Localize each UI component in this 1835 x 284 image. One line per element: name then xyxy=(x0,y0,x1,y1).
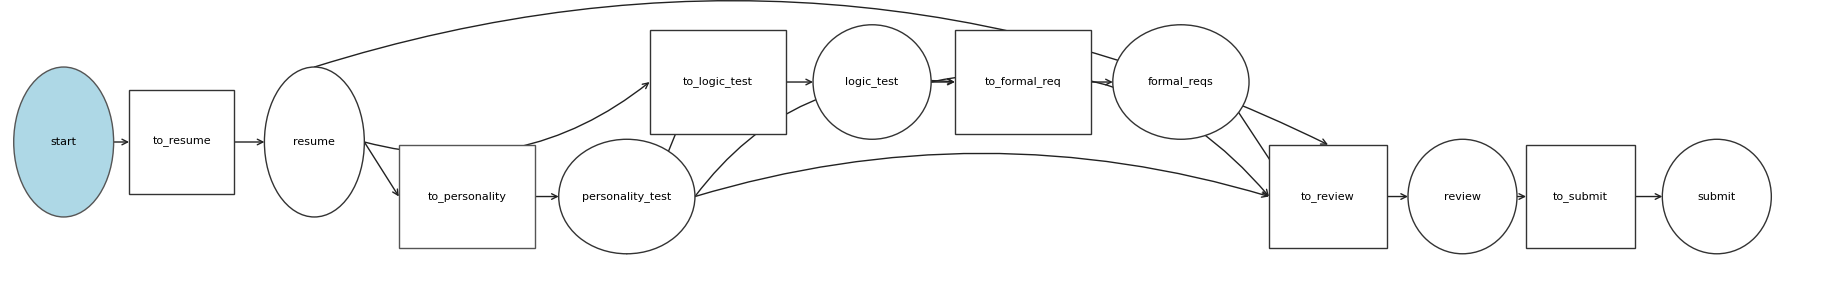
Text: logic_test: logic_test xyxy=(846,77,899,87)
Text: to_review: to_review xyxy=(1301,191,1354,202)
Ellipse shape xyxy=(558,139,695,254)
Text: start: start xyxy=(51,137,77,147)
Bar xyxy=(1270,145,1387,248)
Bar xyxy=(128,90,235,194)
Text: to_formal_req: to_formal_req xyxy=(985,77,1061,87)
Bar xyxy=(954,30,1092,134)
Ellipse shape xyxy=(1663,139,1771,254)
Text: to_personality: to_personality xyxy=(428,191,506,202)
Text: resume: resume xyxy=(294,137,336,147)
Ellipse shape xyxy=(813,25,930,139)
Text: formal_reqs: formal_reqs xyxy=(1149,77,1213,87)
Text: to_logic_test: to_logic_test xyxy=(683,77,752,87)
Text: submit: submit xyxy=(1697,191,1736,202)
Bar xyxy=(650,30,785,134)
Bar xyxy=(398,145,536,248)
Text: personality_test: personality_test xyxy=(582,191,672,202)
Ellipse shape xyxy=(264,67,365,217)
Text: to_resume: to_resume xyxy=(152,137,211,147)
Text: to_submit: to_submit xyxy=(1552,191,1607,202)
Ellipse shape xyxy=(13,67,114,217)
Ellipse shape xyxy=(1407,139,1518,254)
Bar xyxy=(1527,145,1635,248)
Text: review: review xyxy=(1444,191,1481,202)
Ellipse shape xyxy=(1112,25,1250,139)
